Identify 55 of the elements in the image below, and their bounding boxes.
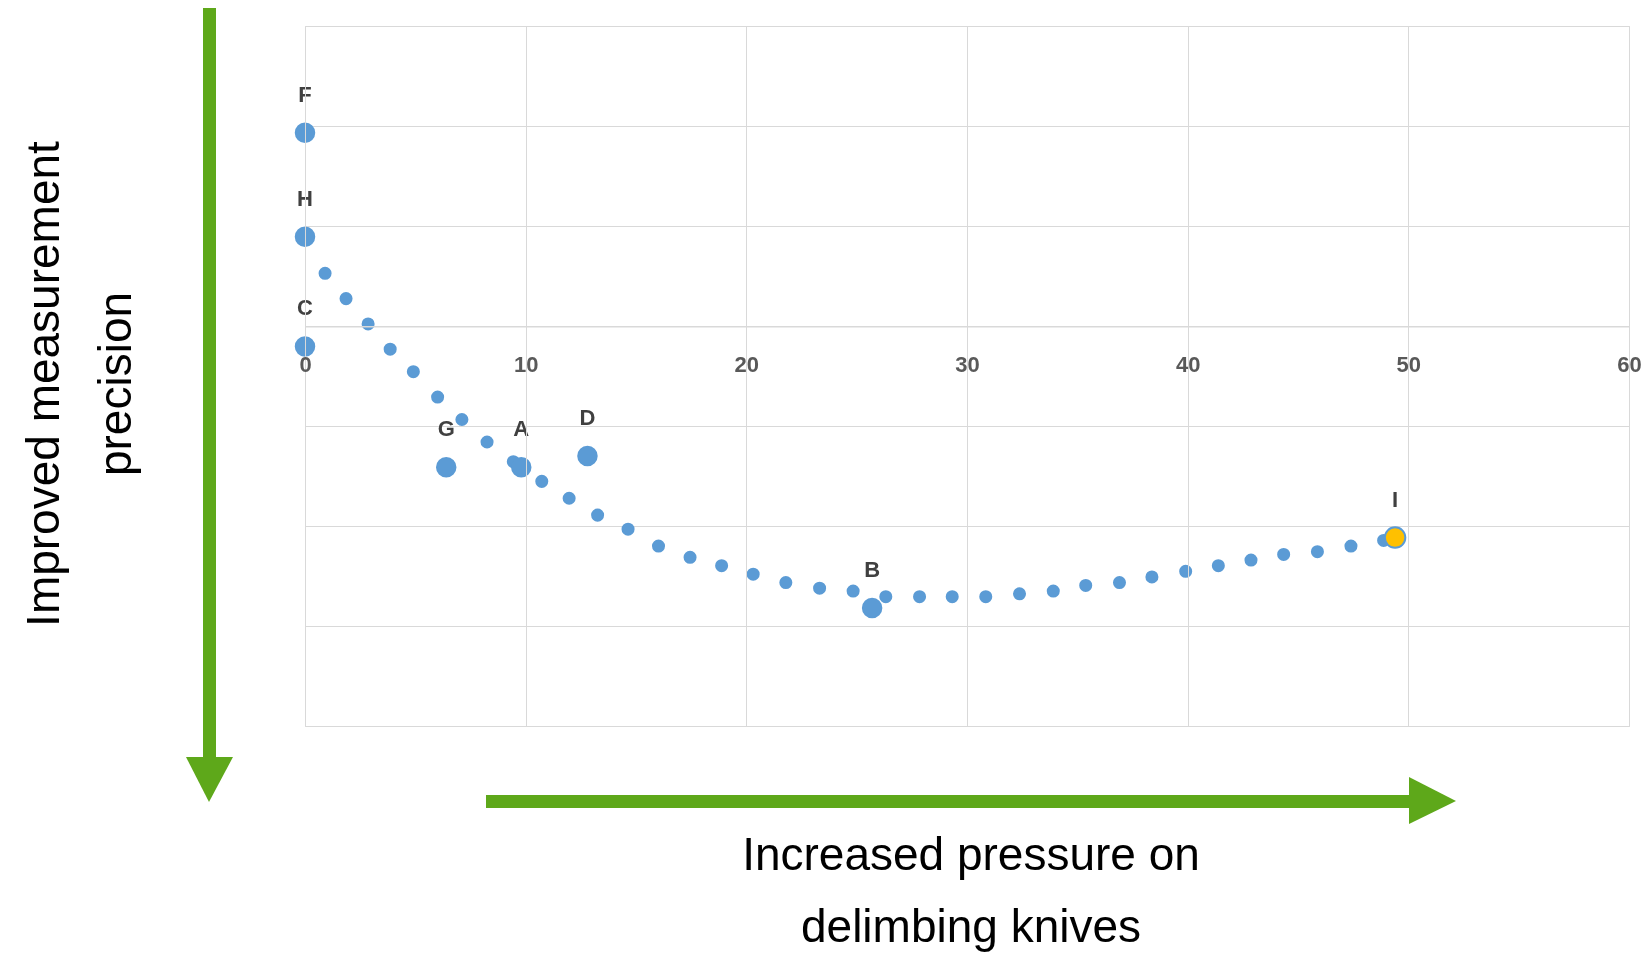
point <box>683 550 697 564</box>
point <box>1046 584 1060 598</box>
point <box>591 508 605 522</box>
point <box>294 122 316 143</box>
point <box>651 539 666 553</box>
point <box>1277 547 1291 561</box>
point <box>1079 578 1093 592</box>
point <box>294 336 316 357</box>
point <box>431 390 445 404</box>
point <box>979 590 993 604</box>
point <box>455 413 469 427</box>
point <box>435 457 457 478</box>
point <box>779 576 793 590</box>
point <box>1383 526 1407 549</box>
point <box>383 342 397 356</box>
point <box>879 590 893 604</box>
x-tick-label: 10 <box>513 352 539 378</box>
point <box>406 365 420 379</box>
x-tick-label: 30 <box>955 352 980 378</box>
point <box>813 581 827 595</box>
point <box>621 522 635 536</box>
annotation: B <box>864 556 881 582</box>
point <box>1310 545 1324 559</box>
annotation: H <box>297 185 313 211</box>
point <box>913 590 927 604</box>
point <box>945 590 959 604</box>
x-tick-label: 40 <box>1175 352 1201 378</box>
point <box>480 435 494 449</box>
point <box>746 567 760 581</box>
x-tick-label: 0 <box>299 352 312 378</box>
point <box>511 457 532 478</box>
y-axis-title: Improved measurement precision <box>16 140 142 629</box>
x-tick-label: 50 <box>1396 352 1422 378</box>
annotation: D <box>579 405 596 431</box>
point <box>1344 539 1358 553</box>
point <box>339 292 353 306</box>
x-axis-title: Increased pressure on delimbing knives <box>741 827 1201 954</box>
point <box>294 226 316 247</box>
point <box>861 597 883 619</box>
point <box>1244 553 1258 567</box>
x-tick-label: 60 <box>1617 352 1642 378</box>
point <box>1112 576 1126 590</box>
x-tick-label: 20 <box>734 352 760 378</box>
point <box>318 266 332 280</box>
point <box>562 491 576 505</box>
point <box>1145 570 1159 584</box>
point <box>1211 559 1225 573</box>
point <box>535 474 549 488</box>
point <box>715 559 729 573</box>
point <box>577 445 598 467</box>
annotation: I <box>1392 486 1399 512</box>
point <box>846 584 860 598</box>
point <box>1013 587 1027 601</box>
point <box>1179 564 1193 578</box>
annotation: G <box>437 416 455 442</box>
